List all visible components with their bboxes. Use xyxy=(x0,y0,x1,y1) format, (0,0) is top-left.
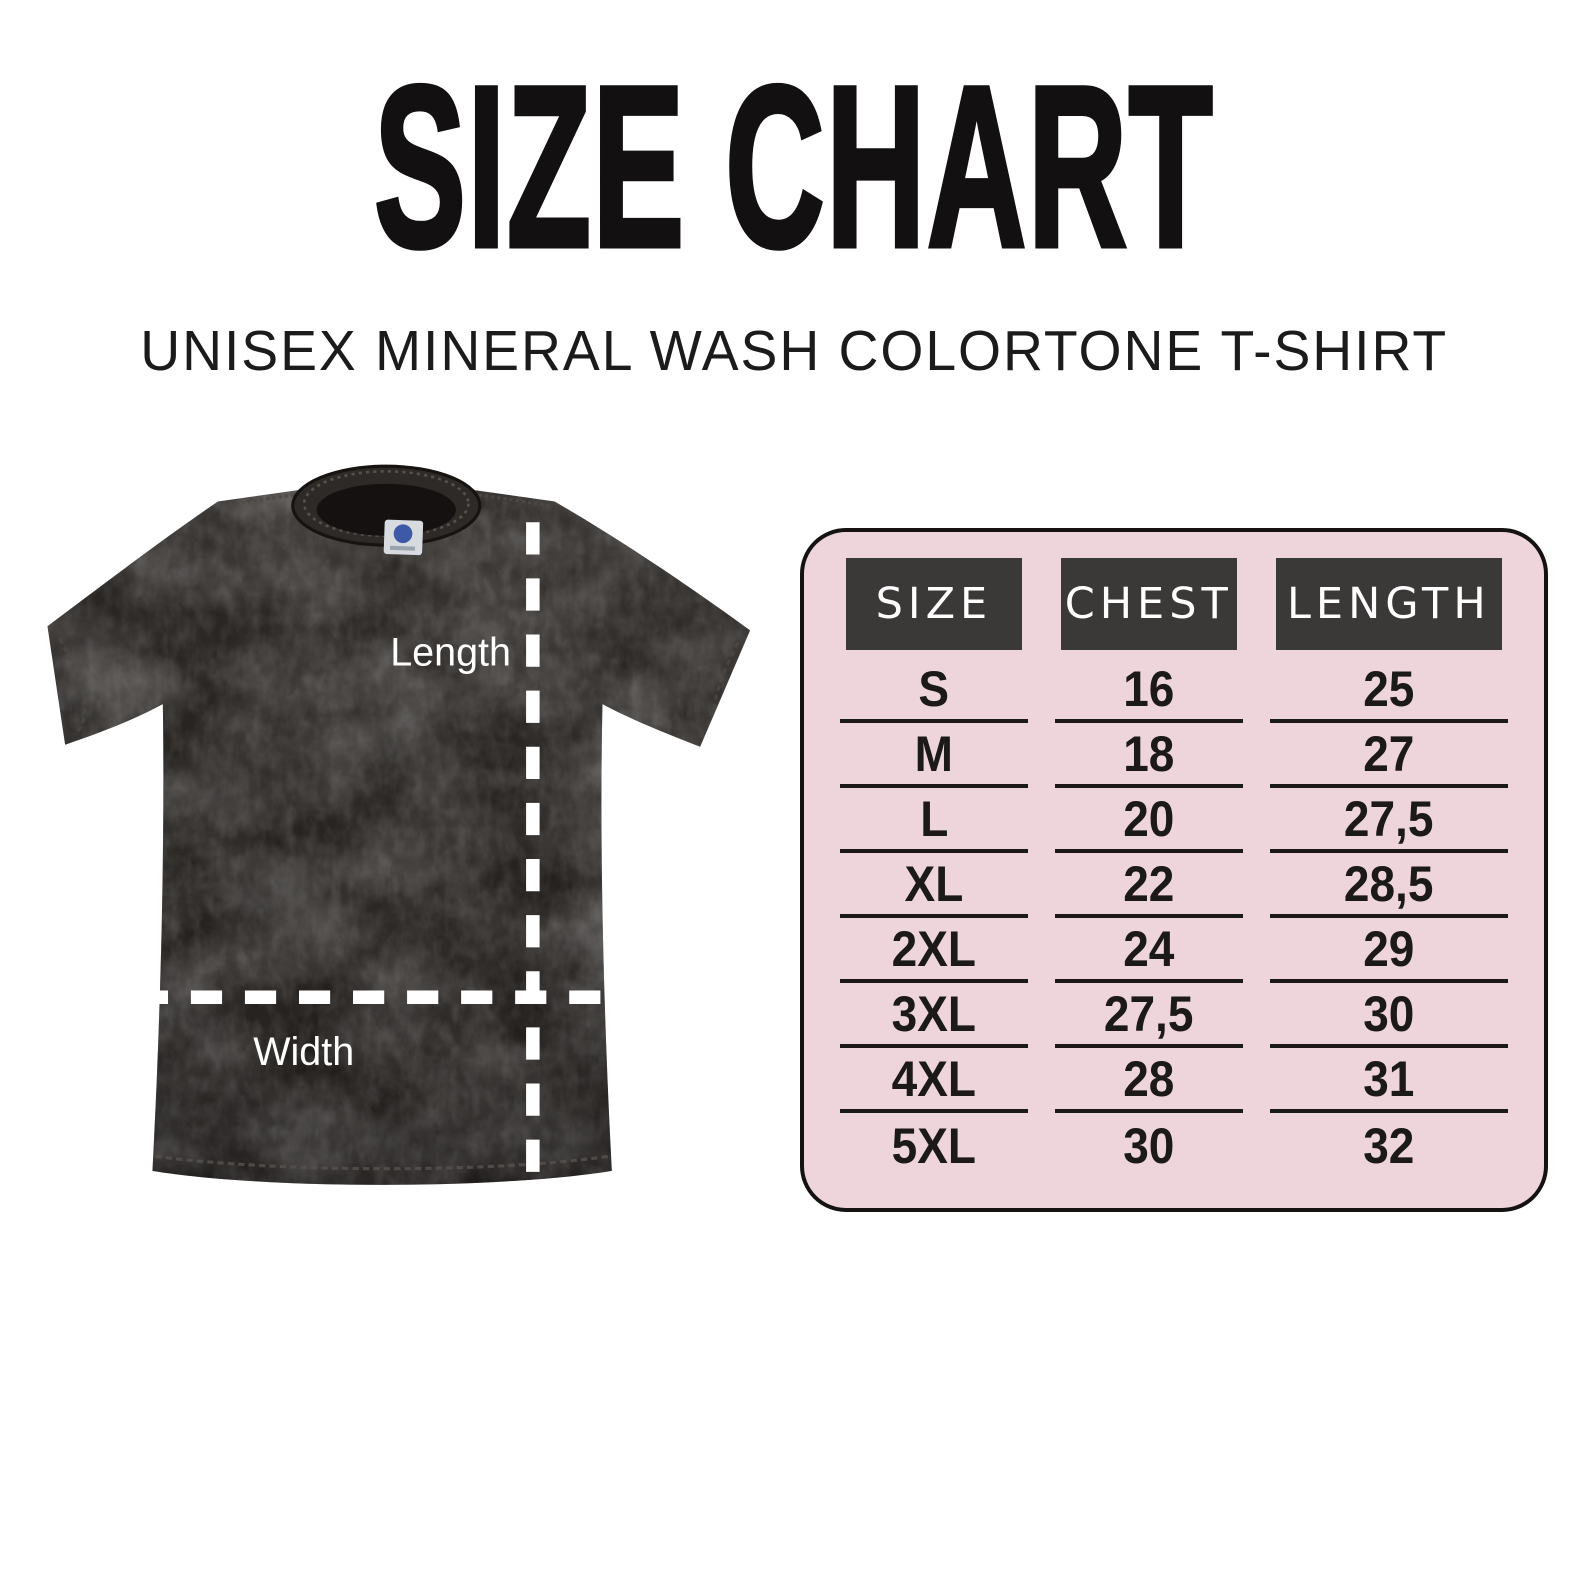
cell-value: 30 xyxy=(1123,1117,1175,1174)
cell-value: M xyxy=(914,725,954,782)
cell-value: 16 xyxy=(1123,660,1175,717)
cell-value: 28 xyxy=(1123,1050,1175,1107)
sleeve-hem-right xyxy=(712,642,739,738)
cell-value: 29 xyxy=(1363,920,1415,977)
cell-value: 3XL xyxy=(891,985,977,1042)
column-header-size: SIZE xyxy=(846,558,1022,650)
cell-value: 27,5 xyxy=(1344,790,1434,847)
shoulder-seam-left xyxy=(219,491,307,508)
length-cell: 27 xyxy=(1269,723,1508,788)
tshirt-measurement-diagram: Length Width xyxy=(38,462,772,1202)
cell-value: 2XL xyxy=(891,920,977,977)
shoulder-seam-right xyxy=(466,491,553,508)
cell-value: S xyxy=(918,660,950,717)
size-cell: L xyxy=(840,788,1028,853)
tshirt-graphic: Length Width xyxy=(47,464,751,1185)
cell-value: 20 xyxy=(1123,790,1175,847)
table-header-row: SIZE CHEST LENGTH xyxy=(840,558,1508,650)
column-header-chest: CHEST xyxy=(1060,558,1237,650)
chest-cell: 20 xyxy=(1054,788,1243,853)
cell-value: 18 xyxy=(1123,725,1175,782)
length-cell: 31 xyxy=(1269,1048,1508,1113)
column-header-length: LENGTH xyxy=(1275,558,1502,650)
page-subtitle-text: UNISEX MINERAL WASH COLORTONE T-SHIRT xyxy=(140,319,1448,383)
neck-tag xyxy=(383,519,424,556)
length-label: Length xyxy=(390,631,511,675)
cell-value: 4XL xyxy=(891,1050,977,1107)
size-cell: S xyxy=(840,658,1028,723)
size-chart-card: SIZE CHEST LENGTH S 16 25 M 18 27 L 20 2… xyxy=(800,528,1548,1212)
sleeve-hem-left xyxy=(58,637,87,736)
bottom-hem-stitch xyxy=(155,1154,609,1171)
length-cell: 25 xyxy=(1269,658,1508,723)
length-cell: 27,5 xyxy=(1269,788,1508,853)
chest-cell: 30 xyxy=(1055,1113,1243,1178)
chest-cell: 22 xyxy=(1054,853,1243,918)
cell-value: L xyxy=(919,790,948,847)
cell-value: 31 xyxy=(1363,1050,1415,1107)
page-title: SIZE CHART xyxy=(0,38,1588,295)
cell-value: 27 xyxy=(1363,725,1415,782)
length-cell: 30 xyxy=(1269,983,1508,1048)
cell-value: 30 xyxy=(1363,985,1415,1042)
size-cell: 5XL xyxy=(840,1113,1028,1178)
length-cell: 32 xyxy=(1270,1113,1508,1178)
cell-value: 28,5 xyxy=(1344,855,1434,912)
length-cell: 28,5 xyxy=(1269,853,1508,918)
length-cell: 29 xyxy=(1269,918,1508,983)
width-label: Width xyxy=(253,1030,354,1074)
chest-cell: 24 xyxy=(1054,918,1243,983)
cell-value: 27,5 xyxy=(1103,985,1194,1042)
page-subtitle: UNISEX MINERAL WASH COLORTONE T-SHIRT xyxy=(0,318,1588,384)
chest-cell: 16 xyxy=(1054,658,1243,723)
size-cell: 4XL xyxy=(840,1048,1028,1113)
page-title-text: SIZE CHART xyxy=(372,38,1214,295)
size-cell: 3XL xyxy=(840,983,1028,1048)
tshirt-body xyxy=(47,489,751,1185)
size-cell: M xyxy=(840,723,1028,788)
cell-value: 25 xyxy=(1363,660,1415,717)
size-cell: XL xyxy=(840,853,1028,918)
chest-cell: 28 xyxy=(1054,1048,1243,1113)
tshirt-collar xyxy=(291,464,482,556)
chest-cell: 27,5 xyxy=(1054,983,1243,1048)
cell-value: 24 xyxy=(1123,920,1175,977)
cell-value: 22 xyxy=(1123,855,1175,912)
cell-value: 5XL xyxy=(891,1117,977,1174)
table-body: S 16 25 M 18 27 L 20 27,5 XL 22 28,5 2XL xyxy=(840,658,1508,1178)
size-cell: 2XL xyxy=(840,918,1028,983)
cell-value: 32 xyxy=(1363,1117,1415,1174)
cell-value: XL xyxy=(904,855,964,912)
chest-cell: 18 xyxy=(1054,723,1243,788)
